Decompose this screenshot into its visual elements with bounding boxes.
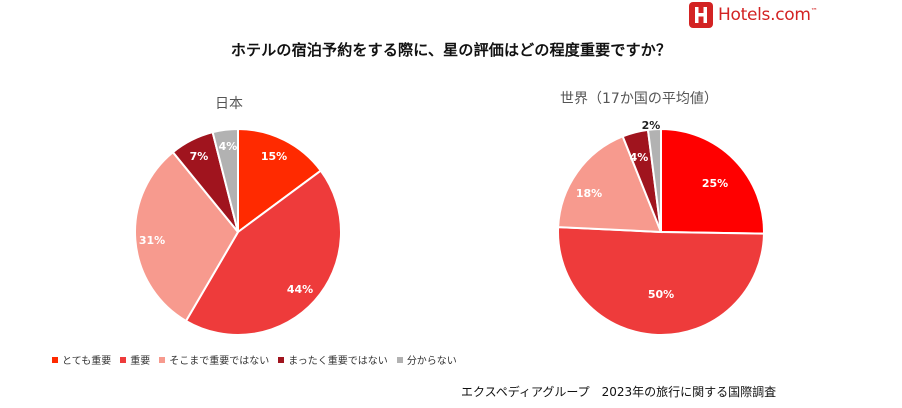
legend-label: 重要 [130, 356, 151, 367]
legend-swatch [396, 356, 403, 363]
legend-item-important: 重要 [120, 352, 150, 367]
legend: とても重要 重要 そこまで重要ではない まったく重要ではない 分からない [52, 352, 466, 367]
world-slice-1 [660, 127, 765, 235]
hotels-logo-text: Hotels.com™ [718, 5, 818, 25]
legend-swatch [159, 356, 166, 363]
legend-item-not-so-important: そこまで重要ではない [159, 352, 269, 367]
japan-slice-3 [134, 150, 240, 323]
world-data-label-2: 50% [648, 288, 674, 301]
japan-data-label-3: 31% [139, 234, 165, 247]
legend-label: とても重要 [62, 356, 112, 367]
world-data-label-4: 4% [630, 151, 649, 164]
japan-data-label-1: 15% [261, 150, 287, 163]
chart-title: ホテルの宿泊予約をする際に、星の評価はどの程度重要ですか？ [230, 41, 672, 59]
world-chart-title: 世界（17か国の平均値） [560, 91, 718, 107]
world-slice-2 [557, 226, 766, 337]
legend-swatch [52, 356, 58, 363]
japan-slice-5 [211, 127, 239, 233]
legend-label: 分からない [406, 356, 457, 367]
legend-item-very-important: とても重要 [52, 352, 111, 367]
legend-item-not-important-at-all: まったく重要ではない [278, 352, 388, 367]
source-note: エクスペディアグループ 2023年の旅行に関する国際調査 [461, 385, 777, 399]
world-data-label-1: 25% [702, 177, 728, 190]
legend-label: そこまで重要ではない [169, 356, 270, 367]
japan-data-label-2: 44% [287, 283, 313, 296]
world-data-label-5: 2% [642, 119, 661, 132]
japan-data-label-4: 7% [190, 150, 209, 163]
japan-pie: 15% 44% 31% 7% 4% [134, 127, 342, 336]
world-slice-5 [646, 127, 662, 233]
japan-slice-2 [184, 169, 342, 336]
legend-item-dont-know: 分からない [396, 352, 457, 367]
hotels-h-icon [689, 2, 713, 28]
japan-slice-1 [237, 127, 323, 234]
legend-swatch [278, 356, 285, 363]
hotels-logo: Hotels.com™ [689, 1, 818, 29]
legend-label: まったく重要ではない [288, 356, 388, 367]
world-data-label-3: 18% [576, 187, 602, 200]
legend-swatch [120, 356, 127, 363]
japan-chart-title: 日本 [215, 96, 243, 112]
world-pie: 25% 50% 18% 4% 2% [557, 119, 766, 337]
japan-data-label-5: 4% [219, 140, 238, 153]
world-slice-3 [557, 135, 663, 234]
